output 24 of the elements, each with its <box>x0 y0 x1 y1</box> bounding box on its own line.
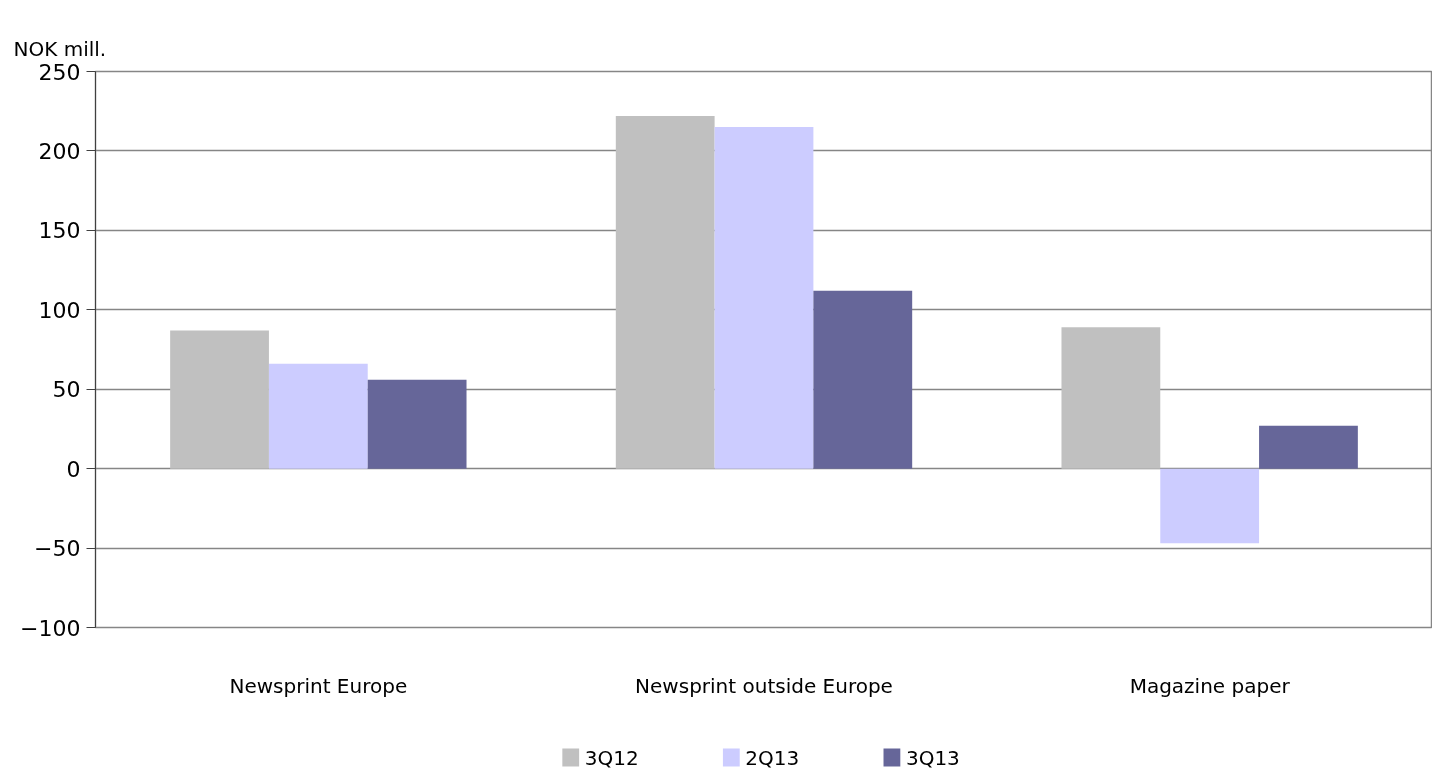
bar <box>1160 468 1260 544</box>
bar <box>367 379 467 469</box>
y-tick-label: 0 <box>66 456 81 482</box>
y-tick-label: 250 <box>38 59 81 85</box>
x-tick-label: Newsprint Europe <box>229 673 408 698</box>
y-tick-label: −100 <box>20 615 81 641</box>
y-tick-label: 50 <box>52 377 81 403</box>
y-axis-title: NOK mill. <box>13 36 107 61</box>
x-tick-label: Magazine paper <box>1129 673 1291 698</box>
bar <box>714 127 814 469</box>
x-tick-label: Newsprint outside Europe <box>635 673 893 698</box>
bar <box>813 290 913 469</box>
y-tick-label: 150 <box>38 218 81 244</box>
y-tick-label: −50 <box>34 536 81 562</box>
bar <box>268 363 368 469</box>
legend-label: 3Q13 <box>905 745 960 770</box>
legend-label: 2Q13 <box>745 745 800 770</box>
bar <box>170 330 269 469</box>
legend-label: 3Q12 <box>584 745 639 770</box>
bar <box>615 115 715 469</box>
bar <box>1061 327 1161 469</box>
y-tick-label: 200 <box>38 138 81 164</box>
bar <box>1259 425 1358 469</box>
y-tick-label: 100 <box>38 297 81 323</box>
